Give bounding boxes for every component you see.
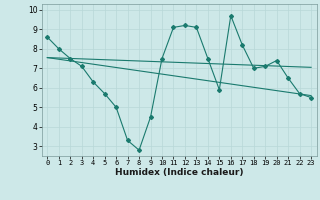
X-axis label: Humidex (Indice chaleur): Humidex (Indice chaleur) — [115, 168, 244, 177]
